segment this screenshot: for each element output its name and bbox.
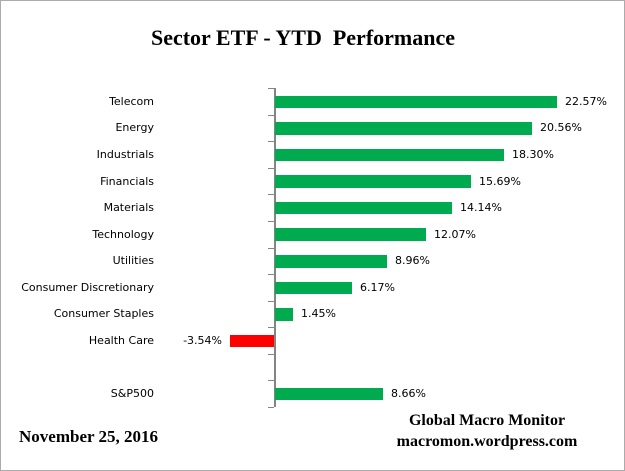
- date-label: November 25, 2016: [19, 427, 158, 446]
- value-label: 6.17%: [360, 280, 395, 294]
- category-label: Energy: [115, 121, 154, 135]
- category-label: [1, 354, 154, 381]
- bar-row: S&P500 8.66%: [1, 380, 624, 407]
- bar-row: Industrials 18.30%: [1, 141, 624, 168]
- axis-tick: [268, 327, 274, 328]
- value-label: -3.54%: [183, 334, 222, 348]
- value-axis-line: [274, 88, 276, 407]
- chart-title: Sector ETF - YTD Performance: [150, 25, 456, 50]
- axis-tick: [268, 221, 274, 222]
- bar-row: Consumer Discretionary 6.17%: [1, 274, 624, 301]
- axis-tick: [268, 115, 274, 116]
- value-label: 18.30%: [512, 147, 554, 161]
- bar: [230, 334, 274, 348]
- bar-row: [1, 354, 624, 381]
- bar: [275, 228, 426, 241]
- axis-tick: [268, 301, 274, 302]
- source-block: Global Macro Monitor macromon.wordpress.…: [373, 410, 601, 452]
- value-label: 8.96%: [395, 254, 430, 268]
- category-label: Materials: [103, 201, 154, 215]
- category-label: S&P500: [110, 387, 154, 401]
- source-line-2: macromon.wordpress.com: [396, 433, 578, 450]
- bar-row: Materials 14.14%: [1, 194, 624, 221]
- bar-row: Consumer Staples 1.45%: [1, 301, 624, 328]
- bar-row: Technology 12.07%: [1, 221, 624, 248]
- source-line-1: Global Macro Monitor: [408, 412, 566, 429]
- axis-tick: [268, 354, 274, 355]
- bar: [275, 95, 557, 108]
- bar-row: Health Care -3.54%: [1, 327, 624, 354]
- category-label: Telecom: [109, 94, 154, 108]
- value-label: 8.66%: [391, 387, 426, 401]
- bar: [275, 387, 383, 401]
- bar: [275, 148, 504, 162]
- bar-row: Financials 15.69%: [1, 168, 624, 195]
- value-label: 14.14%: [460, 201, 502, 215]
- value-label: 1.45%: [301, 307, 336, 321]
- category-label: Consumer Discretionary: [21, 280, 154, 294]
- axis-tick: [268, 88, 274, 89]
- bar: [275, 281, 352, 295]
- category-label: Technology: [92, 227, 154, 241]
- bar-row: Utilities 8.96%: [1, 248, 624, 275]
- bar: [275, 255, 387, 268]
- axis-tick: [268, 168, 274, 169]
- category-label: Utilities: [112, 254, 154, 268]
- value-label: 22.57%: [565, 94, 607, 108]
- category-label: Industrials: [96, 147, 154, 161]
- bar: [275, 175, 471, 188]
- axis-tick: [268, 407, 274, 408]
- bar: [275, 122, 532, 135]
- bar-row: Telecom 22.57%: [1, 88, 624, 115]
- category-label: Health Care: [88, 334, 154, 348]
- axis-tick: [268, 141, 274, 142]
- axis-tick: [268, 380, 274, 381]
- axis-tick: [268, 274, 274, 275]
- value-label: 20.56%: [540, 121, 582, 135]
- value-label: 15.69%: [479, 174, 521, 188]
- category-label: Financials: [100, 174, 154, 188]
- axis-tick: [268, 248, 274, 249]
- value-label: 12.07%: [434, 227, 476, 241]
- axis-tick: [268, 194, 274, 195]
- bar: [275, 308, 293, 321]
- bar: [275, 201, 452, 215]
- bar-row: Energy 20.56%: [1, 115, 624, 142]
- category-label: Consumer Staples: [53, 307, 154, 321]
